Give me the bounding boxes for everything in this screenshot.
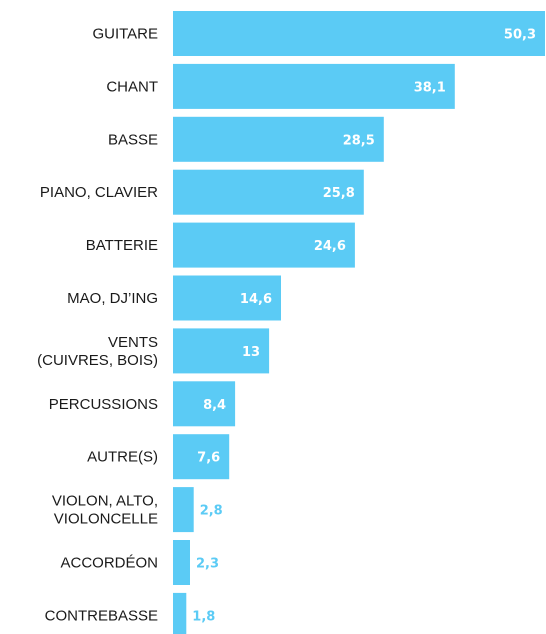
bar-basse [173,116,384,162]
category-label-piano-clavier: PIANO, CLAVIER [40,184,158,201]
bar-accordeon [173,540,190,585]
value-label-violon-alto-violoncelle: 2,8 [200,504,223,519]
value-label-batterie: 24,6 [314,239,346,254]
bar-violon-alto-violoncelle [173,487,194,533]
bar-chant [173,63,455,109]
category-label-basse: BASSE [108,131,158,148]
category-label-percussions: PERCUSSIONS [49,396,158,413]
value-label-guitare: 50,3 [504,28,536,43]
category-label-vents-cuivres-bois: VENTS (CUIVRES, BOIS) [37,334,158,369]
value-label-basse: 28,5 [343,133,375,148]
category-label-batterie: BATTERIE [86,237,158,254]
category-label-guitare: GUITARE [92,26,158,43]
category-label-mao-dj-ing: MAO, DJ’ING [67,290,158,307]
value-label-contrebasse: 1,8 [192,609,215,624]
category-label-contrebasse: CONTREBASSE [45,607,158,624]
category-labels: GUITARE CHANT BASSE PIANO, CLAVIER BATTERIE M… [37,26,158,625]
bars-group [173,11,545,634]
value-label-mao-dj-ing: 14,6 [240,292,272,307]
value-labels: 50,3 38,1 28,5 25,8 24,6 14,6 13 8,4 7,6 2,8 2,3 1,… [192,28,536,625]
bar-vents-cuivres-bois [173,328,270,374]
category-label-violon-alto-violoncelle: VIOLON, ALTO, VIOLONCELLE [52,493,158,528]
value-label-accordeon: 2,3 [196,557,219,572]
bar-percussions [173,381,236,427]
category-label-accordeon: ACCORDÉON [60,555,158,572]
value-label-percussions: 8,4 [203,398,226,413]
bar-mao-dj-ing [173,275,281,321]
bar-batterie [173,222,355,268]
value-label-autre-s: 7,6 [197,451,220,466]
value-label-piano-clavier: 25,8 [323,186,355,201]
category-label-autre-s: AUTRE(S) [87,449,158,466]
value-label-vents-cuivres-bois: 13 [242,345,260,360]
bar-contrebasse [173,592,187,634]
bar-piano-clavier [173,169,364,215]
bar-autre-s [173,434,230,480]
value-label-chant: 38,1 [414,80,446,95]
category-label-chant: CHANT [106,78,158,95]
bar-guitare [173,11,545,56]
